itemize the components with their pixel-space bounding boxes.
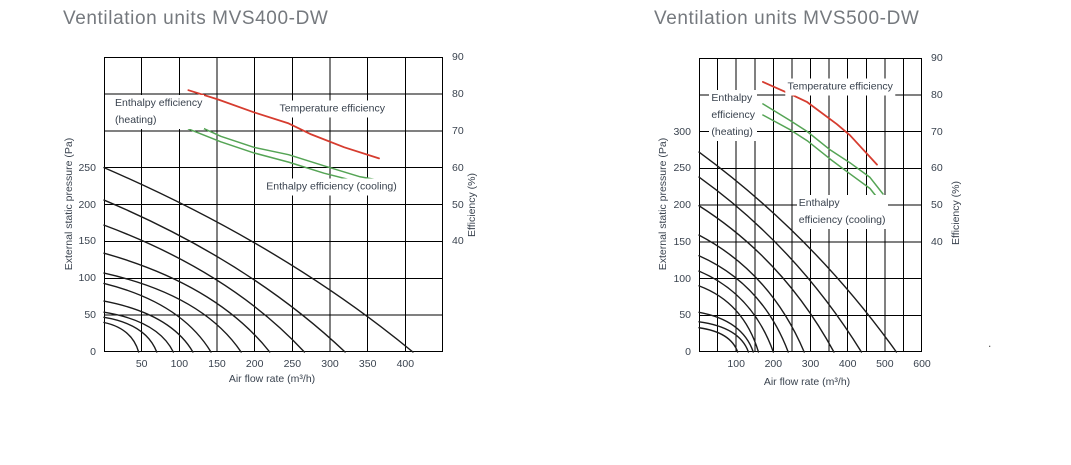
y-tick-pressure: 50 — [84, 309, 96, 322]
y-tick-efficiency: 40 — [452, 235, 464, 248]
y-tick-pressure: 250 — [78, 161, 96, 174]
plot-grid-and-curves — [103, 56, 444, 353]
x-tick-flow: 600 — [913, 358, 931, 370]
chart-title: Ventilation units MVS400-DW — [63, 8, 329, 29]
x-axis-label: Air flow rate (m³/h) — [763, 376, 851, 388]
fan-curve — [698, 234, 805, 353]
fan-curve — [698, 176, 863, 353]
label-temperature: Temperature efficiency — [277, 100, 387, 118]
fan-curve — [103, 316, 158, 353]
y-tick-efficiency: 50 — [452, 198, 464, 211]
plot-border — [698, 57, 923, 353]
fan-curve — [698, 327, 739, 353]
fan-curve — [103, 321, 140, 353]
y-tick-pressure: 150 — [673, 235, 691, 248]
x-axis-label: Air flow rate (m³/h) — [228, 373, 316, 385]
fan-curve — [698, 321, 750, 353]
x-tick-flow: 100 — [170, 358, 189, 370]
y-tick-efficiency: 80 — [452, 87, 464, 100]
plot-area: 0 50 100 150 200 250 300 90 80 70 60 50 40 100 200 300 4… — [673, 52, 942, 370]
fan-curve — [698, 151, 898, 353]
y-tick-efficiency: 70 — [452, 124, 464, 137]
y-tick-pressure: 50 — [679, 309, 691, 322]
x-tick-flow: 400 — [396, 358, 415, 370]
y-tick-pressure: 150 — [78, 235, 96, 248]
chart-title: Ventilation units MVS500-DW — [654, 8, 920, 29]
fan-curve — [698, 205, 835, 353]
y-axis-label-pressure: External static pressure (Pa) — [63, 137, 75, 271]
x-tick-flow: 300 — [801, 358, 820, 370]
label-temperature: Temperature efficiency — [785, 78, 895, 96]
fan-curve — [103, 252, 271, 353]
fan-curve — [698, 285, 760, 353]
x-tick-flow: 150 — [208, 358, 226, 370]
x-tick-flow: 350 — [358, 358, 377, 370]
y-tick-pressure: 100 — [78, 272, 96, 285]
label-enthalpy-cooling: Enthalpy efficiency (cooling) — [796, 194, 888, 229]
x-tick-flow: 400 — [838, 358, 857, 370]
label-enthalpy-heating: Enthalpy efficiency (heating) — [709, 90, 757, 142]
label-enthalpy-heating: Enthalpy efficiency (heating) — [113, 95, 205, 130]
y-tick-efficiency: 80 — [931, 88, 943, 101]
fan-curve — [698, 311, 754, 353]
y-axis-label-efficiency: Efficiency (%) — [466, 173, 478, 237]
y-tick-pressure: 250 — [673, 162, 691, 175]
x-tick-flow: 300 — [321, 358, 339, 370]
fan-curve — [103, 282, 212, 353]
y-tick-efficiency: 70 — [931, 125, 943, 138]
plot-area: 0 50 100 150 200 250 90 80 70 60 50 40 50 100 150 200 25… — [78, 51, 463, 370]
stray-dot: . — [988, 336, 992, 350]
y-tick-pressure: 0 — [685, 346, 691, 358]
y-tick-efficiency: 40 — [931, 235, 943, 248]
fan-curve — [103, 224, 306, 353]
y-tick-pressure: 100 — [673, 272, 691, 285]
y-tick-pressure: 200 — [673, 199, 691, 211]
y-tick-pressure: 0 — [90, 346, 96, 358]
y-tick-pressure: 200 — [78, 198, 96, 211]
label-enthalpy-cooling: Enthalpy efficiency (cooling) — [264, 178, 399, 196]
y-axis-label-pressure: External static pressure (Pa) — [657, 137, 669, 271]
y-tick-pressure: 300 — [673, 125, 691, 138]
fan-curve — [103, 300, 194, 353]
x-tick-flow: 250 — [283, 358, 302, 370]
fan-curve — [698, 270, 775, 353]
fan-curve — [103, 311, 175, 353]
fan-curve — [103, 272, 242, 353]
y-tick-efficiency: 90 — [931, 52, 943, 64]
efficiency-line-enthalpy-efficiency-cooling — [762, 114, 884, 206]
x-tick-flow: 500 — [876, 358, 894, 370]
y-tick-efficiency: 60 — [931, 162, 943, 175]
fan-curve — [698, 255, 789, 353]
x-tick-flow: 200 — [764, 358, 783, 370]
efficiency-line-enthalpy-efficiency-heating — [762, 103, 884, 195]
fan-curve — [103, 166, 414, 353]
x-tick-flow: 200 — [245, 358, 264, 370]
x-tick-flow: 50 — [135, 358, 148, 370]
x-tick-flow: 100 — [727, 358, 745, 370]
y-tick-efficiency: 60 — [452, 161, 464, 174]
y-tick-efficiency: 90 — [452, 51, 464, 63]
y-axis-label-efficiency: Efficiency (%) — [950, 181, 962, 245]
plot-border — [103, 56, 444, 353]
efficiency-line-temperature-efficiency — [187, 89, 380, 160]
y-tick-efficiency: 50 — [931, 199, 943, 211]
efficiency-line-enthalpy-efficiency-heating — [187, 120, 382, 182]
fan-curve — [103, 199, 346, 353]
